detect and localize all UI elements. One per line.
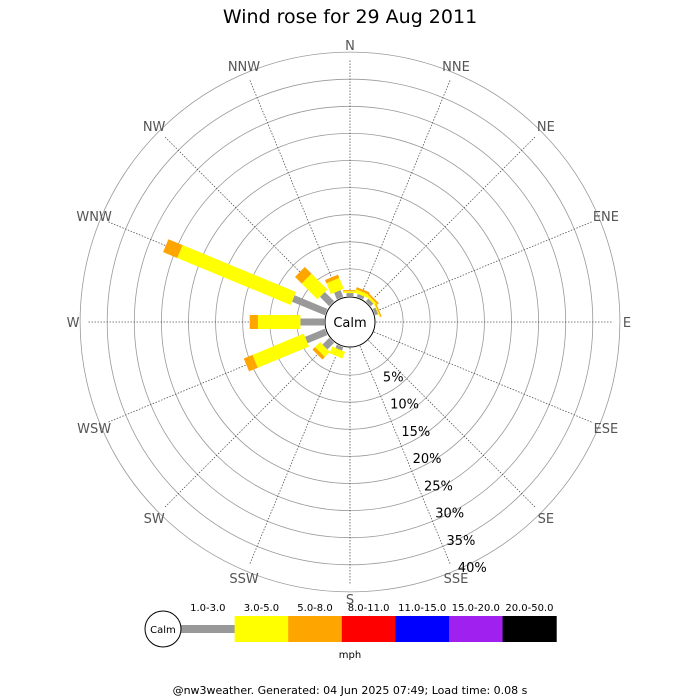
legend-label: 1.0-3.0	[190, 603, 225, 614]
legend: 1.0-3.0 3.0-5.0 5.0-8.0 8.0-11.0 11.0-15.0 15…	[144, 603, 557, 661]
spoke-line	[373, 221, 593, 313]
bar-ne-0	[365, 298, 374, 307]
bar-nnw-1	[326, 277, 344, 295]
direction-label-sse: SSE	[444, 572, 469, 587]
spoke-line	[164, 340, 332, 508]
direction-label-s: S	[346, 593, 354, 608]
ring-label: 35%	[447, 534, 476, 549]
direction-label-se: SE	[538, 512, 554, 527]
direction-label-ne: NE	[537, 120, 555, 135]
bar-ne-2	[367, 293, 379, 305]
bar-wsw-2	[243, 354, 258, 372]
legend-calm-circle	[144, 610, 182, 648]
spoke-line	[368, 136, 536, 304]
legend-calm-label: Calm	[150, 625, 176, 636]
direction-label-ene: ENE	[593, 210, 619, 225]
legend-label: 11.0-15.0	[398, 603, 446, 614]
bar-ssw-0	[335, 344, 344, 351]
bar-ne-1	[365, 294, 378, 307]
calm-label: Calm	[333, 316, 366, 331]
bar-sw-0	[322, 337, 335, 350]
bar-ene-0	[372, 307, 379, 316]
legend-swatch-2	[288, 616, 343, 642]
ring-label: 5%	[383, 370, 404, 385]
ring-label: 25%	[424, 479, 453, 494]
bar-wnw-0	[291, 295, 328, 316]
ring-label: 10%	[390, 398, 419, 413]
direction-label-nne: NNE	[442, 60, 470, 75]
direction-label-wnw: WNW	[76, 210, 112, 225]
legend-swatch-5	[449, 616, 504, 642]
legend-label: 8.0-11.0	[348, 603, 390, 614]
legend-swatch-1	[234, 616, 289, 642]
ring-label: 15%	[401, 425, 430, 440]
grid-ring	[79, 51, 621, 593]
direction-label-w: W	[67, 316, 80, 331]
direction-label-nw: NW	[143, 120, 166, 135]
spoke-line	[249, 79, 341, 299]
bar-nnw-0	[334, 290, 344, 300]
ring-label: 30%	[435, 507, 464, 522]
legend-unit-label: mph	[339, 650, 361, 661]
bar-nw-0	[319, 291, 335, 307]
direction-label-sw: SW	[144, 512, 165, 527]
legend-label: 20.0-50.0	[505, 603, 553, 614]
bar-nw-2	[294, 266, 312, 284]
spoke-line	[368, 340, 536, 508]
calm-circle	[324, 296, 376, 348]
bar-nne-0	[356, 293, 365, 300]
direction-label-ssw: SSW	[229, 572, 259, 587]
spoke-line	[359, 345, 451, 565]
chart-title: Wind rose for 29 Aug 2011	[222, 6, 478, 28]
bar-nw-1	[301, 273, 328, 300]
bars-layer	[163, 239, 382, 372]
ring-label: 20%	[413, 452, 442, 467]
bar-ssw-1	[329, 346, 346, 359]
legend-label: 5.0-8.0	[297, 603, 332, 614]
ring-label: 40%	[458, 561, 487, 576]
legend-swatch-6	[502, 616, 557, 642]
footer-text: @nw3weather. Generated: 04 Jun 2025 07:4…	[172, 684, 528, 697]
labels-layer: N NNE NE ENE E ESE SE SSE S SSW SW WSW W WNW NW NNW 5% 10…	[67, 39, 632, 608]
bar-wsw-0	[305, 328, 328, 344]
direction-label-wsw: WSW	[77, 422, 111, 437]
bar-sw-1	[314, 342, 330, 358]
legend-label: 15.0-20.0	[452, 603, 500, 614]
legend-label: 3.0-5.0	[244, 603, 279, 614]
bar-nne-2	[355, 287, 370, 295]
bar-nne-1	[354, 289, 369, 298]
spoke-line	[359, 79, 451, 299]
spoke-line	[373, 331, 593, 423]
bar-wnw-2	[163, 239, 183, 259]
spoke-line	[249, 345, 341, 565]
bar-wsw-1	[252, 333, 310, 368]
direction-label-ese: ESE	[594, 422, 619, 437]
bar-wnw-1	[177, 245, 296, 305]
legend-swatch-4	[395, 616, 450, 642]
calm-layer: Calm	[324, 296, 376, 348]
bar-sw-2	[312, 347, 325, 360]
legend-swatch-3	[341, 616, 396, 642]
direction-label-e: E	[623, 316, 631, 331]
bar-nnw-2	[325, 274, 340, 284]
direction-label-nnw: NNW	[228, 60, 260, 75]
direction-label-n: N	[345, 39, 355, 54]
